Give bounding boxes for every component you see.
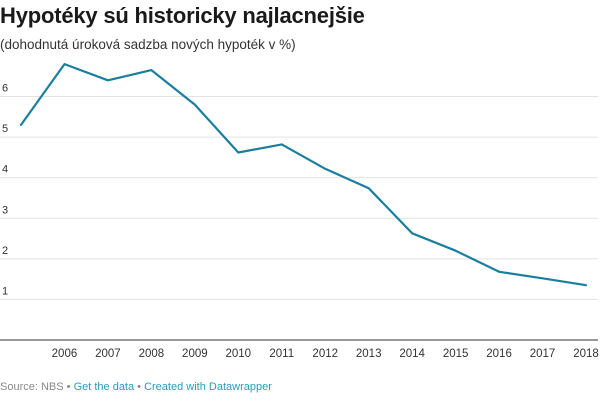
x-tick-label: 2009: [182, 348, 208, 360]
x-tick-label: 2012: [312, 348, 338, 360]
y-tick-label: 4: [2, 164, 8, 176]
source-note: Source: NBS: [0, 381, 64, 393]
y-tick-label: 1: [2, 285, 8, 297]
gridlines: [0, 96, 598, 300]
y-tick-label: 6: [2, 83, 8, 95]
x-tick-label: 2017: [530, 348, 556, 360]
datawrapper-link[interactable]: Created with Datawrapper: [144, 381, 272, 393]
x-tick-label: 2016: [486, 348, 512, 360]
y-tick-label: 3: [2, 204, 8, 216]
x-tick-label: 2010: [226, 348, 252, 360]
x-tick-label: 2008: [139, 348, 165, 360]
x-tick-label: 2006: [52, 348, 78, 360]
x-tick-label: 2015: [443, 348, 469, 360]
chart-subtitle: (dohodnutá úroková sadzba nových hypoték…: [0, 37, 296, 52]
x-tick-label: 2011: [269, 348, 294, 360]
x-tick-label: 2007: [95, 348, 121, 360]
series-line: [19, 62, 588, 287]
footer: Source: NBS • Get the data • Created wit…: [0, 381, 272, 393]
y-tick-label: 5: [2, 123, 8, 135]
footer-separator: •: [134, 381, 145, 393]
get-data-link[interactable]: Get the data: [73, 381, 135, 393]
chart-title: Hypotéky sú historicky najlacnejšie: [0, 3, 365, 28]
x-tick-label: 2013: [356, 348, 382, 360]
footer-separator: •: [63, 381, 74, 393]
x-axis-labels: 2006 2007 2008 2009 2010 2011 2012 2013 2014 2015…: [52, 348, 599, 360]
y-axis-labels: 1 2 3 4 5 6: [2, 83, 8, 298]
y-tick-label: 2: [2, 245, 8, 257]
series-lines: [19, 62, 588, 287]
x-tick-label: 2014: [399, 348, 425, 360]
x-tick-label: 2018: [573, 348, 599, 360]
